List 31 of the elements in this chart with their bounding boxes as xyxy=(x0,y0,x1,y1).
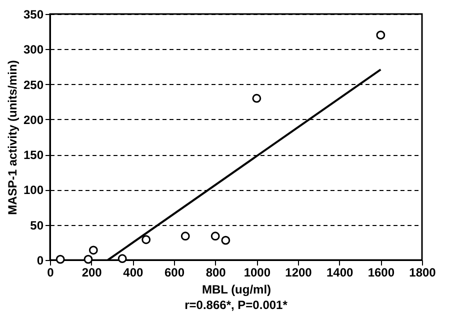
point xyxy=(252,94,262,103)
x-axis-title: MBL (ug/ml) xyxy=(202,282,272,296)
x-tick-label: 400 xyxy=(123,266,144,280)
point xyxy=(221,236,230,245)
x-tick-label: 1000 xyxy=(244,266,271,280)
x-tick-label: 200 xyxy=(82,266,102,280)
y-tick-label: 200 xyxy=(23,112,44,127)
point xyxy=(376,30,386,40)
point xyxy=(180,232,190,241)
point xyxy=(118,254,127,264)
point xyxy=(142,235,151,244)
x-tick-label: 800 xyxy=(206,266,226,280)
point xyxy=(84,254,93,264)
y-tick-label: 350 xyxy=(23,8,44,22)
y-axis-title: MASP-1 activity (units/min) xyxy=(5,60,20,215)
y-tick-label: 0 xyxy=(36,254,44,268)
point xyxy=(88,246,98,255)
x-tick-label: 1800 xyxy=(409,266,436,280)
x-tick-label: 0 xyxy=(47,266,54,280)
point xyxy=(56,254,65,264)
x-tick-label: 1400 xyxy=(326,266,354,280)
y-tick-label: 150 xyxy=(23,148,44,162)
point xyxy=(210,232,220,241)
y-tick-label: 100 xyxy=(23,183,44,198)
y-tick-label: 250 xyxy=(23,78,44,92)
y-tick-label: 50 xyxy=(30,218,44,232)
y-tick-label: 300 xyxy=(23,42,44,57)
x-tick-label: 1600 xyxy=(368,266,395,280)
text: r=0.866*, P=0.001* xyxy=(184,298,288,312)
x-tick-label: 600 xyxy=(164,266,185,280)
x-tick-label: 1200 xyxy=(285,266,312,280)
